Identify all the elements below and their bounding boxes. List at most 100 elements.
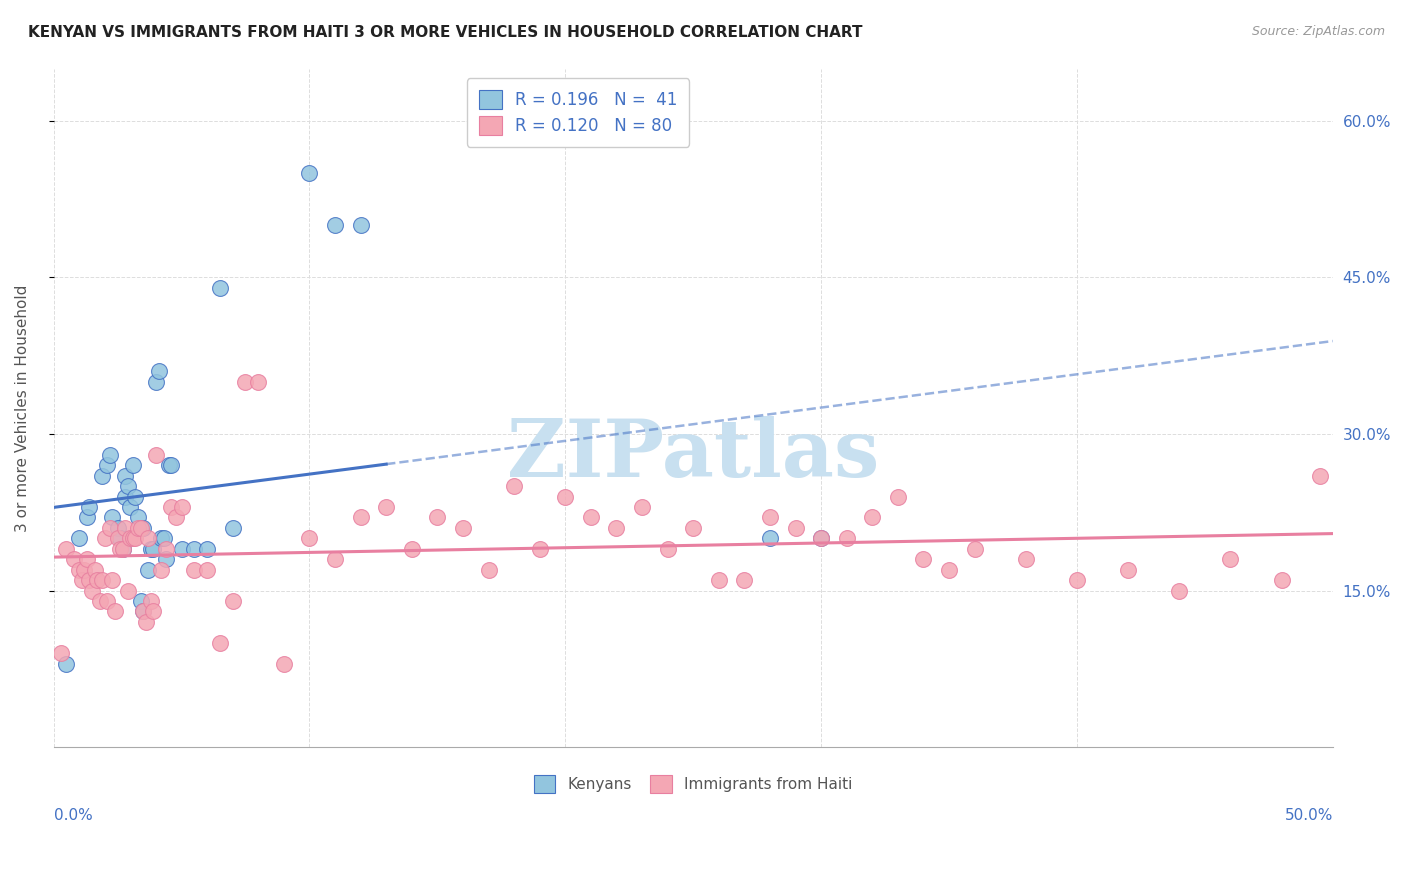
- Point: [117, 583, 139, 598]
- Point: [529, 541, 551, 556]
- Point: [1168, 583, 1191, 598]
- Point: [222, 594, 245, 608]
- Point: [51, 646, 73, 660]
- Point: [111, 541, 134, 556]
- Point: [117, 479, 139, 493]
- Point: [579, 510, 602, 524]
- Point: [1309, 468, 1331, 483]
- Point: [139, 594, 162, 608]
- Point: [122, 458, 145, 473]
- Point: [887, 490, 910, 504]
- Point: [132, 521, 155, 535]
- Point: [759, 510, 782, 524]
- Point: [120, 500, 142, 514]
- Text: KENYAN VS IMMIGRANTS FROM HAITI 3 OR MORE VEHICLES IN HOUSEHOLD CORRELATION CHAR: KENYAN VS IMMIGRANTS FROM HAITI 3 OR MOR…: [28, 25, 863, 40]
- Point: [70, 573, 93, 587]
- Point: [79, 500, 101, 514]
- Point: [160, 500, 183, 514]
- Point: [96, 594, 118, 608]
- Point: [91, 468, 114, 483]
- Point: [810, 532, 832, 546]
- Point: [733, 573, 755, 587]
- Point: [108, 532, 131, 546]
- Point: [235, 375, 257, 389]
- Point: [127, 521, 149, 535]
- Point: [104, 604, 127, 618]
- Point: [183, 563, 205, 577]
- Point: [1271, 573, 1294, 587]
- Point: [170, 500, 193, 514]
- Point: [401, 541, 423, 556]
- Point: [785, 521, 807, 535]
- Point: [349, 218, 371, 232]
- Point: [426, 510, 449, 524]
- Point: [76, 552, 98, 566]
- Point: [912, 552, 935, 566]
- Point: [938, 563, 960, 577]
- Point: [79, 573, 101, 587]
- Point: [298, 532, 321, 546]
- Point: [91, 573, 114, 587]
- Point: [298, 166, 321, 180]
- Point: [86, 573, 108, 587]
- Point: [136, 563, 159, 577]
- Point: [183, 541, 205, 556]
- Point: [114, 490, 136, 504]
- Point: [135, 615, 157, 629]
- Point: [94, 532, 117, 546]
- Point: [323, 552, 346, 566]
- Point: [124, 532, 146, 546]
- Point: [860, 510, 883, 524]
- Point: [810, 532, 832, 546]
- Point: [759, 532, 782, 546]
- Point: [67, 563, 90, 577]
- Point: [55, 657, 77, 671]
- Text: 50.0%: 50.0%: [1285, 808, 1333, 822]
- Point: [349, 510, 371, 524]
- Point: [451, 521, 474, 535]
- Text: ZIPatlas: ZIPatlas: [508, 417, 879, 494]
- Point: [107, 521, 129, 535]
- Point: [631, 500, 654, 514]
- Point: [165, 510, 187, 524]
- Point: [195, 563, 218, 577]
- Y-axis label: 3 or more Vehicles in Household: 3 or more Vehicles in Household: [15, 285, 30, 532]
- Point: [73, 563, 96, 577]
- Point: [98, 521, 121, 535]
- Point: [108, 541, 131, 556]
- Point: [101, 573, 124, 587]
- Point: [208, 281, 231, 295]
- Point: [83, 563, 105, 577]
- Point: [503, 479, 526, 493]
- Point: [152, 532, 174, 546]
- Point: [155, 541, 177, 556]
- Point: [76, 510, 98, 524]
- Point: [111, 541, 134, 556]
- Point: [605, 521, 627, 535]
- Point: [114, 468, 136, 483]
- Point: [67, 532, 90, 546]
- Point: [101, 510, 124, 524]
- Point: [963, 541, 986, 556]
- Point: [682, 521, 704, 535]
- Point: [124, 490, 146, 504]
- Point: [1219, 552, 1241, 566]
- Point: [107, 532, 129, 546]
- Point: [195, 541, 218, 556]
- Point: [707, 573, 730, 587]
- Point: [160, 458, 183, 473]
- Point: [1015, 552, 1038, 566]
- Point: [222, 521, 245, 535]
- Point: [157, 458, 180, 473]
- Text: Source: ZipAtlas.com: Source: ZipAtlas.com: [1251, 25, 1385, 38]
- Point: [375, 500, 398, 514]
- Point: [477, 563, 499, 577]
- Point: [80, 583, 103, 598]
- Point: [208, 636, 231, 650]
- Point: [139, 541, 162, 556]
- Legend: Kenyans, Immigrants from Haiti: Kenyans, Immigrants from Haiti: [526, 768, 860, 801]
- Point: [155, 552, 177, 566]
- Point: [142, 541, 165, 556]
- Point: [150, 532, 173, 546]
- Point: [129, 521, 152, 535]
